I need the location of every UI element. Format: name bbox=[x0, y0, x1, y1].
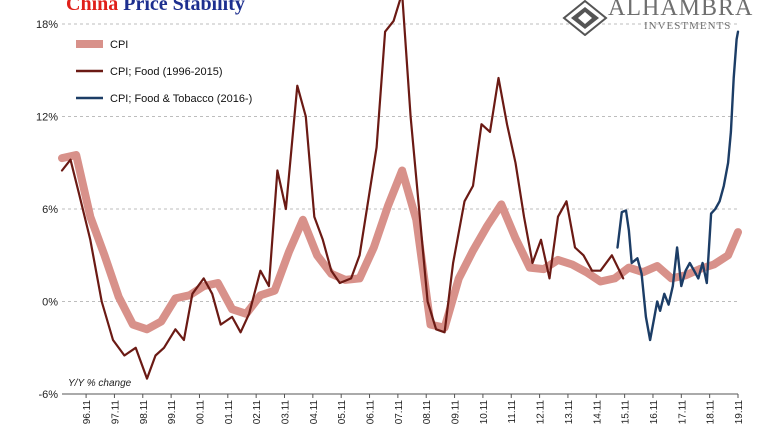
x-tick-label: 01.11 bbox=[224, 400, 235, 425]
x-tick-label: 14.11 bbox=[592, 400, 603, 425]
legend-label-tobacco: CPI; Food & Tobacco (2016-) bbox=[110, 93, 252, 105]
x-tick-label: 02.11 bbox=[252, 400, 263, 425]
y-axis: -6% 0% 6% 12% 18% bbox=[36, 19, 58, 401]
logo-brand-text: ALHAMBRA bbox=[608, 0, 754, 21]
x-tick-label: 10.11 bbox=[479, 400, 490, 425]
chart-title: China Price Stability bbox=[66, 0, 245, 16]
x-tick-label: 97.11 bbox=[110, 400, 121, 425]
y-tick-label: -6% bbox=[38, 389, 58, 401]
x-tick-label: 11.11 bbox=[507, 400, 518, 424]
legend: CPI CPI; Food (1996-2015) CPI; Food & Toba… bbox=[76, 39, 252, 105]
x-tick-label: 08.11 bbox=[422, 400, 433, 425]
x-tick-label: 05.11 bbox=[337, 400, 348, 425]
chart-title-part1: China bbox=[66, 0, 119, 15]
x-tick-label: 96.11 bbox=[82, 400, 93, 425]
x-axis: 96.11 97.11 98.11 99.11 00.11 01.11 02.11 03.11… bbox=[82, 394, 745, 424]
x-tick-label: 03.11 bbox=[280, 400, 291, 425]
gridlines bbox=[62, 23, 738, 302]
x-tick-label: 15.11 bbox=[621, 400, 632, 425]
y-tick-label: 6% bbox=[42, 204, 58, 216]
series-lines bbox=[58, 0, 742, 380]
diamond-logo-icon bbox=[562, 0, 608, 36]
legend-label-food: CPI; Food (1996-2015) bbox=[110, 66, 223, 78]
series-line-tobacco bbox=[616, 30, 740, 342]
series-line-cpi bbox=[58, 151, 742, 334]
series-line-food bbox=[60, 0, 625, 380]
y-tick-label: 12% bbox=[36, 112, 58, 124]
x-tick-label: 17.11 bbox=[677, 400, 688, 425]
y-tick-label: 18% bbox=[36, 19, 58, 31]
x-tick-label: 00.11 bbox=[195, 400, 206, 425]
x-tick-label: 06.11 bbox=[366, 400, 377, 425]
x-tick-label: 13.11 bbox=[564, 400, 575, 425]
x-tick-label: 04.11 bbox=[309, 400, 320, 425]
brand-logo: ALHAMBRA INVESTMENTS bbox=[560, 0, 768, 40]
logo-sub-text: INVESTMENTS bbox=[644, 20, 732, 32]
x-tick-label: 16.11 bbox=[649, 400, 660, 425]
x-tick-label: 07.11 bbox=[394, 400, 405, 425]
x-tick-label: 99.11 bbox=[167, 400, 178, 425]
x-tick-label: 12.11 bbox=[536, 400, 547, 425]
chart-title-part2: Price Stability bbox=[123, 0, 245, 15]
x-tick-label: 19.11 bbox=[734, 400, 745, 425]
x-tick-label: 98.11 bbox=[139, 400, 150, 425]
y-tick-label: 0% bbox=[42, 297, 58, 309]
x-tick-label: 18.11 bbox=[706, 400, 717, 425]
y-axis-annotation: Y/Y % change bbox=[68, 378, 132, 389]
legend-label-cpi: CPI bbox=[110, 39, 128, 51]
x-tick-label: 09.11 bbox=[451, 400, 462, 425]
